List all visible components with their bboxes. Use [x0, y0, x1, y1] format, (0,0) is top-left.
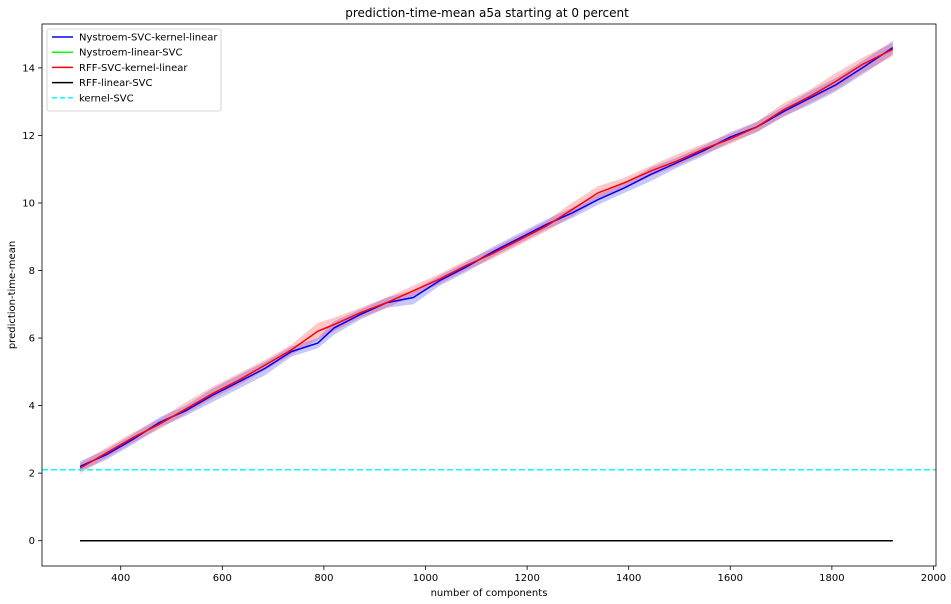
y-tick-label: 4: [29, 401, 35, 412]
legend: Nystroem-SVC-kernel-linear Nystroem-linea…: [46, 28, 222, 112]
x-tick-label: 1800: [819, 573, 844, 584]
legend-label: RFF-SVC-kernel-linear: [79, 63, 188, 74]
chart-title: prediction-time-mean a5a starting at 0 p…: [345, 6, 629, 20]
x-tick-label: 600: [213, 573, 232, 584]
y-tick-label: 8: [29, 266, 35, 277]
y-tick-label: 14: [22, 63, 35, 74]
x-tick-label: 1200: [514, 573, 539, 584]
x-tick-label: 1600: [718, 573, 743, 584]
x-tick-label: 2000: [921, 573, 946, 584]
series-line-RFF-SVC-kernel-linear: [79, 48, 894, 469]
y-tick-label: 2: [29, 469, 35, 480]
series-lines: [42, 46, 936, 542]
y-axis-label: prediction-time-mean: [7, 241, 18, 349]
x-tick-label: 800: [314, 573, 333, 584]
y-tick-label: 0: [29, 536, 35, 547]
y-axis-ticks: 0 2 4 6 8 10 12 14: [22, 63, 42, 547]
x-tick-label: 400: [111, 573, 130, 584]
plot-area-frame: [41, 23, 937, 567]
y-tick-label: 10: [22, 198, 35, 209]
y-tick-label: 12: [22, 131, 35, 142]
band-RFF-SVC-kernel-linear: [80, 42, 893, 474]
legend-label: Nystroem-linear-SVC: [79, 48, 182, 59]
legend-label: RFF-linear-SVC: [79, 78, 153, 89]
legend-label: Nystroem-SVC-kernel-linear: [79, 33, 218, 44]
legend-label: kernel-SVC: [79, 93, 134, 104]
legend-box: [46, 28, 222, 112]
y-tick-label: 6: [29, 334, 35, 345]
x-axis-label: number of components: [431, 588, 548, 599]
x-axis-ticks: 400 600 800 1000 1200 1400 1600 1800 2000: [111, 566, 946, 584]
x-tick-label: 1400: [616, 573, 641, 584]
x-tick-label: 1000: [413, 573, 438, 584]
